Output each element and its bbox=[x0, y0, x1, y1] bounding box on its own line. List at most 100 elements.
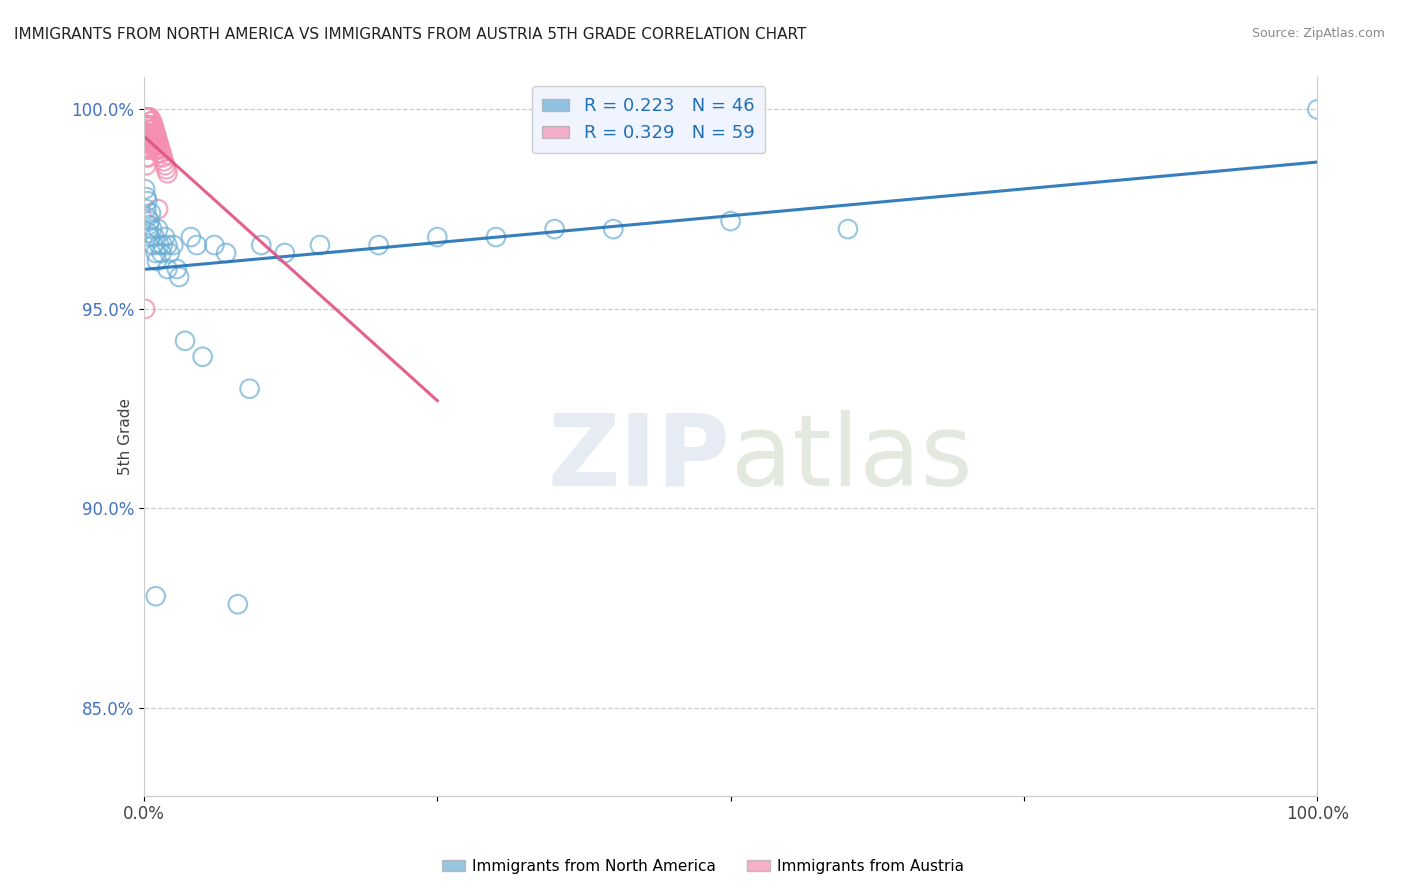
Point bbox=[150, 146, 173, 161]
Point bbox=[143, 138, 166, 153]
Point bbox=[238, 382, 260, 396]
Point bbox=[139, 142, 162, 156]
Point bbox=[139, 138, 162, 153]
Point bbox=[167, 270, 190, 285]
Point bbox=[134, 119, 156, 133]
Point bbox=[145, 134, 167, 148]
Point bbox=[148, 138, 170, 153]
Point bbox=[143, 122, 166, 136]
Y-axis label: 5th Grade: 5th Grade bbox=[118, 398, 132, 475]
Point bbox=[142, 238, 165, 252]
Point bbox=[139, 122, 162, 136]
Point bbox=[139, 114, 162, 128]
Point bbox=[186, 238, 208, 252]
Point bbox=[146, 142, 169, 156]
Point bbox=[156, 166, 179, 180]
Point bbox=[146, 134, 169, 148]
Point bbox=[145, 126, 167, 140]
Point bbox=[152, 150, 174, 164]
Point bbox=[149, 142, 172, 156]
Point bbox=[180, 230, 202, 244]
Point bbox=[367, 238, 389, 252]
Point bbox=[143, 130, 166, 145]
Point bbox=[145, 142, 167, 156]
Point bbox=[139, 214, 162, 228]
Point bbox=[148, 238, 170, 252]
Point bbox=[139, 130, 162, 145]
Point bbox=[138, 134, 160, 148]
Point bbox=[146, 202, 169, 216]
Point bbox=[145, 589, 167, 603]
Point bbox=[135, 158, 157, 172]
Point bbox=[139, 134, 162, 148]
Point bbox=[138, 126, 160, 140]
Point bbox=[136, 210, 159, 224]
Point bbox=[134, 182, 156, 196]
Point bbox=[1306, 103, 1329, 117]
Legend: Immigrants from North America, Immigrants from Austria: Immigrants from North America, Immigrant… bbox=[436, 853, 970, 880]
Text: ZIP: ZIP bbox=[548, 409, 731, 507]
Point bbox=[162, 238, 184, 252]
Point bbox=[135, 202, 157, 216]
Point bbox=[134, 301, 156, 316]
Point bbox=[134, 111, 156, 125]
Point bbox=[138, 218, 160, 232]
Point bbox=[837, 222, 859, 236]
Point bbox=[136, 111, 159, 125]
Point bbox=[426, 230, 449, 244]
Point bbox=[153, 158, 176, 172]
Point bbox=[202, 238, 225, 252]
Point bbox=[145, 246, 167, 260]
Point bbox=[152, 238, 174, 252]
Point bbox=[143, 230, 166, 244]
Point bbox=[141, 138, 163, 153]
Point bbox=[250, 238, 273, 252]
Point bbox=[148, 146, 170, 161]
Point bbox=[135, 126, 157, 140]
Point bbox=[142, 134, 165, 148]
Point bbox=[135, 111, 157, 125]
Point bbox=[309, 238, 332, 252]
Point bbox=[159, 246, 181, 260]
Point bbox=[166, 262, 188, 277]
Point bbox=[146, 254, 169, 268]
Text: atlas: atlas bbox=[731, 409, 973, 507]
Point bbox=[135, 190, 157, 204]
Point bbox=[153, 230, 176, 244]
Point bbox=[139, 126, 162, 140]
Point bbox=[141, 222, 163, 236]
Point bbox=[150, 246, 173, 260]
Point bbox=[138, 142, 160, 156]
Point bbox=[134, 126, 156, 140]
Point bbox=[146, 130, 169, 145]
Point bbox=[135, 134, 157, 148]
Point bbox=[136, 119, 159, 133]
Legend: R = 0.223   N = 46, R = 0.329   N = 59: R = 0.223 N = 46, R = 0.329 N = 59 bbox=[531, 87, 765, 153]
Point bbox=[141, 130, 163, 145]
Point bbox=[135, 119, 157, 133]
Point bbox=[135, 150, 157, 164]
Point bbox=[155, 162, 177, 177]
Point bbox=[191, 350, 214, 364]
Point bbox=[134, 134, 156, 148]
Point bbox=[136, 126, 159, 140]
Point bbox=[485, 230, 508, 244]
Point bbox=[226, 597, 249, 611]
Point bbox=[139, 119, 162, 133]
Point bbox=[274, 246, 297, 260]
Point bbox=[139, 206, 162, 220]
Point bbox=[138, 226, 160, 240]
Point bbox=[141, 122, 163, 136]
Point bbox=[141, 114, 163, 128]
Point bbox=[138, 150, 160, 164]
Point bbox=[135, 142, 157, 156]
Point bbox=[543, 222, 565, 236]
Point bbox=[215, 246, 238, 260]
Point bbox=[156, 262, 179, 277]
Point bbox=[139, 230, 162, 244]
Point bbox=[138, 119, 160, 133]
Point bbox=[142, 119, 165, 133]
Point bbox=[146, 222, 169, 236]
Point bbox=[136, 194, 159, 209]
Point bbox=[136, 134, 159, 148]
